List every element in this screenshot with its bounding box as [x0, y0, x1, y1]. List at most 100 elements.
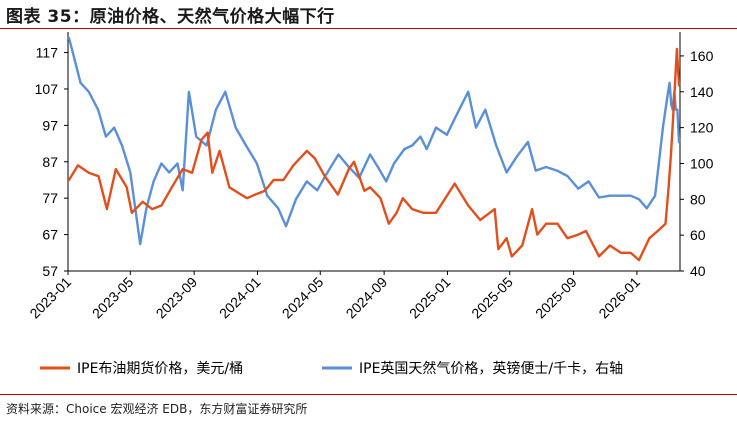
data-point [619, 194, 622, 197]
data-point [211, 171, 214, 174]
data-point [670, 150, 673, 152]
data-point [422, 211, 424, 214]
data-point [114, 168, 117, 171]
data-point [674, 77, 677, 79]
data-point [79, 81, 82, 84]
data-point [347, 168, 350, 171]
data-point [72, 55, 75, 57]
y-left-tick-label: 67 [42, 227, 58, 243]
data-point [181, 168, 184, 171]
data-point [151, 208, 154, 211]
data-point [453, 182, 456, 185]
data-point [598, 255, 600, 258]
data-point [545, 222, 547, 225]
data-point [285, 225, 287, 228]
data-point [277, 207, 280, 210]
y-left-tick-label: 107 [35, 81, 59, 97]
data-point [516, 155, 518, 158]
data-point [305, 180, 308, 183]
data-point [106, 208, 108, 211]
data-point [369, 153, 371, 156]
data-point [654, 194, 656, 197]
data-point [505, 171, 508, 174]
data-point [377, 166, 379, 168]
data-point [479, 219, 482, 221]
data-point [403, 148, 406, 151]
source-note: 资料来源：Choice 宏观经济 EDB，东方财富证券研究所 [6, 402, 308, 416]
series-line [67, 47, 681, 262]
chart-title: 图表 35：原油价格、天然气价格大幅下行 [6, 7, 335, 27]
data-point [200, 139, 203, 141]
data-point [662, 126, 664, 129]
data-point [667, 90, 669, 93]
series-line [67, 36, 681, 246]
data-point [678, 84, 680, 87]
data-point [676, 48, 678, 50]
chart-area: 57 67 77 87 97 107 117 40 60 80 100 120 140 160 2023-0… [26, 32, 714, 377]
y-left-tick-label: 117 [36, 45, 59, 61]
data-point [545, 166, 547, 168]
data-point [188, 90, 190, 93]
data-point [97, 175, 100, 178]
data-point [369, 186, 371, 189]
data-point [176, 162, 179, 165]
data-point [77, 164, 79, 167]
data-point [536, 233, 539, 236]
data-point [129, 171, 132, 174]
data-point [337, 153, 340, 156]
data-point [228, 186, 231, 189]
data-point [282, 179, 285, 181]
data-point [505, 237, 508, 240]
data-point [254, 193, 257, 196]
data-point [393, 162, 395, 165]
data-point [670, 103, 673, 106]
data-point [527, 141, 529, 143]
axes: 57 67 77 87 97 107 117 40 60 80 100 120 140 160 2023-0… [26, 32, 714, 322]
data-point [425, 148, 428, 151]
x-tick-label: 2025-05 [468, 274, 516, 322]
footer-divider [0, 394, 737, 395]
data-point [145, 207, 148, 210]
data-point [475, 126, 477, 129]
data-point [130, 211, 133, 214]
data-point [566, 175, 569, 177]
data-point [121, 144, 123, 147]
data-point [206, 131, 209, 134]
data-point [272, 179, 275, 181]
data-point [667, 186, 670, 189]
data-point [664, 222, 667, 225]
legend: IPE布油期货价格，美元/桶 IPE英国天然气价格，英镑便士/千卡，右轴 [40, 360, 623, 377]
y-right-tick-label: 120 [690, 120, 714, 136]
data-point [168, 171, 171, 174]
data-point [316, 189, 319, 192]
data-point [556, 169, 558, 172]
data-point [484, 108, 487, 111]
data-point [497, 248, 500, 251]
data-point [638, 259, 640, 261]
data-point [598, 196, 600, 199]
data-point [240, 193, 242, 196]
data-point [152, 180, 155, 183]
data-point [556, 222, 559, 225]
x-tick-label: 2024-05 [279, 274, 327, 322]
data-point [656, 230, 659, 232]
data-point [387, 222, 390, 225]
data-point [353, 160, 355, 163]
data-point [435, 211, 437, 214]
data-point [181, 189, 184, 192]
data-point [645, 207, 648, 210]
data-point [326, 171, 329, 174]
data-point [493, 208, 496, 211]
data-point [419, 135, 422, 138]
data-point [453, 117, 456, 120]
y-right-tick-label: 140 [690, 84, 714, 100]
data-point [97, 108, 99, 111]
data-point [674, 108, 677, 111]
x-tick-label: 2023-05 [89, 274, 137, 322]
data-point [246, 197, 249, 200]
data-point [141, 200, 144, 203]
y-left-tick-label: 97 [42, 117, 58, 133]
data-point [295, 198, 297, 201]
data-point [587, 180, 590, 183]
data-point [245, 144, 247, 147]
